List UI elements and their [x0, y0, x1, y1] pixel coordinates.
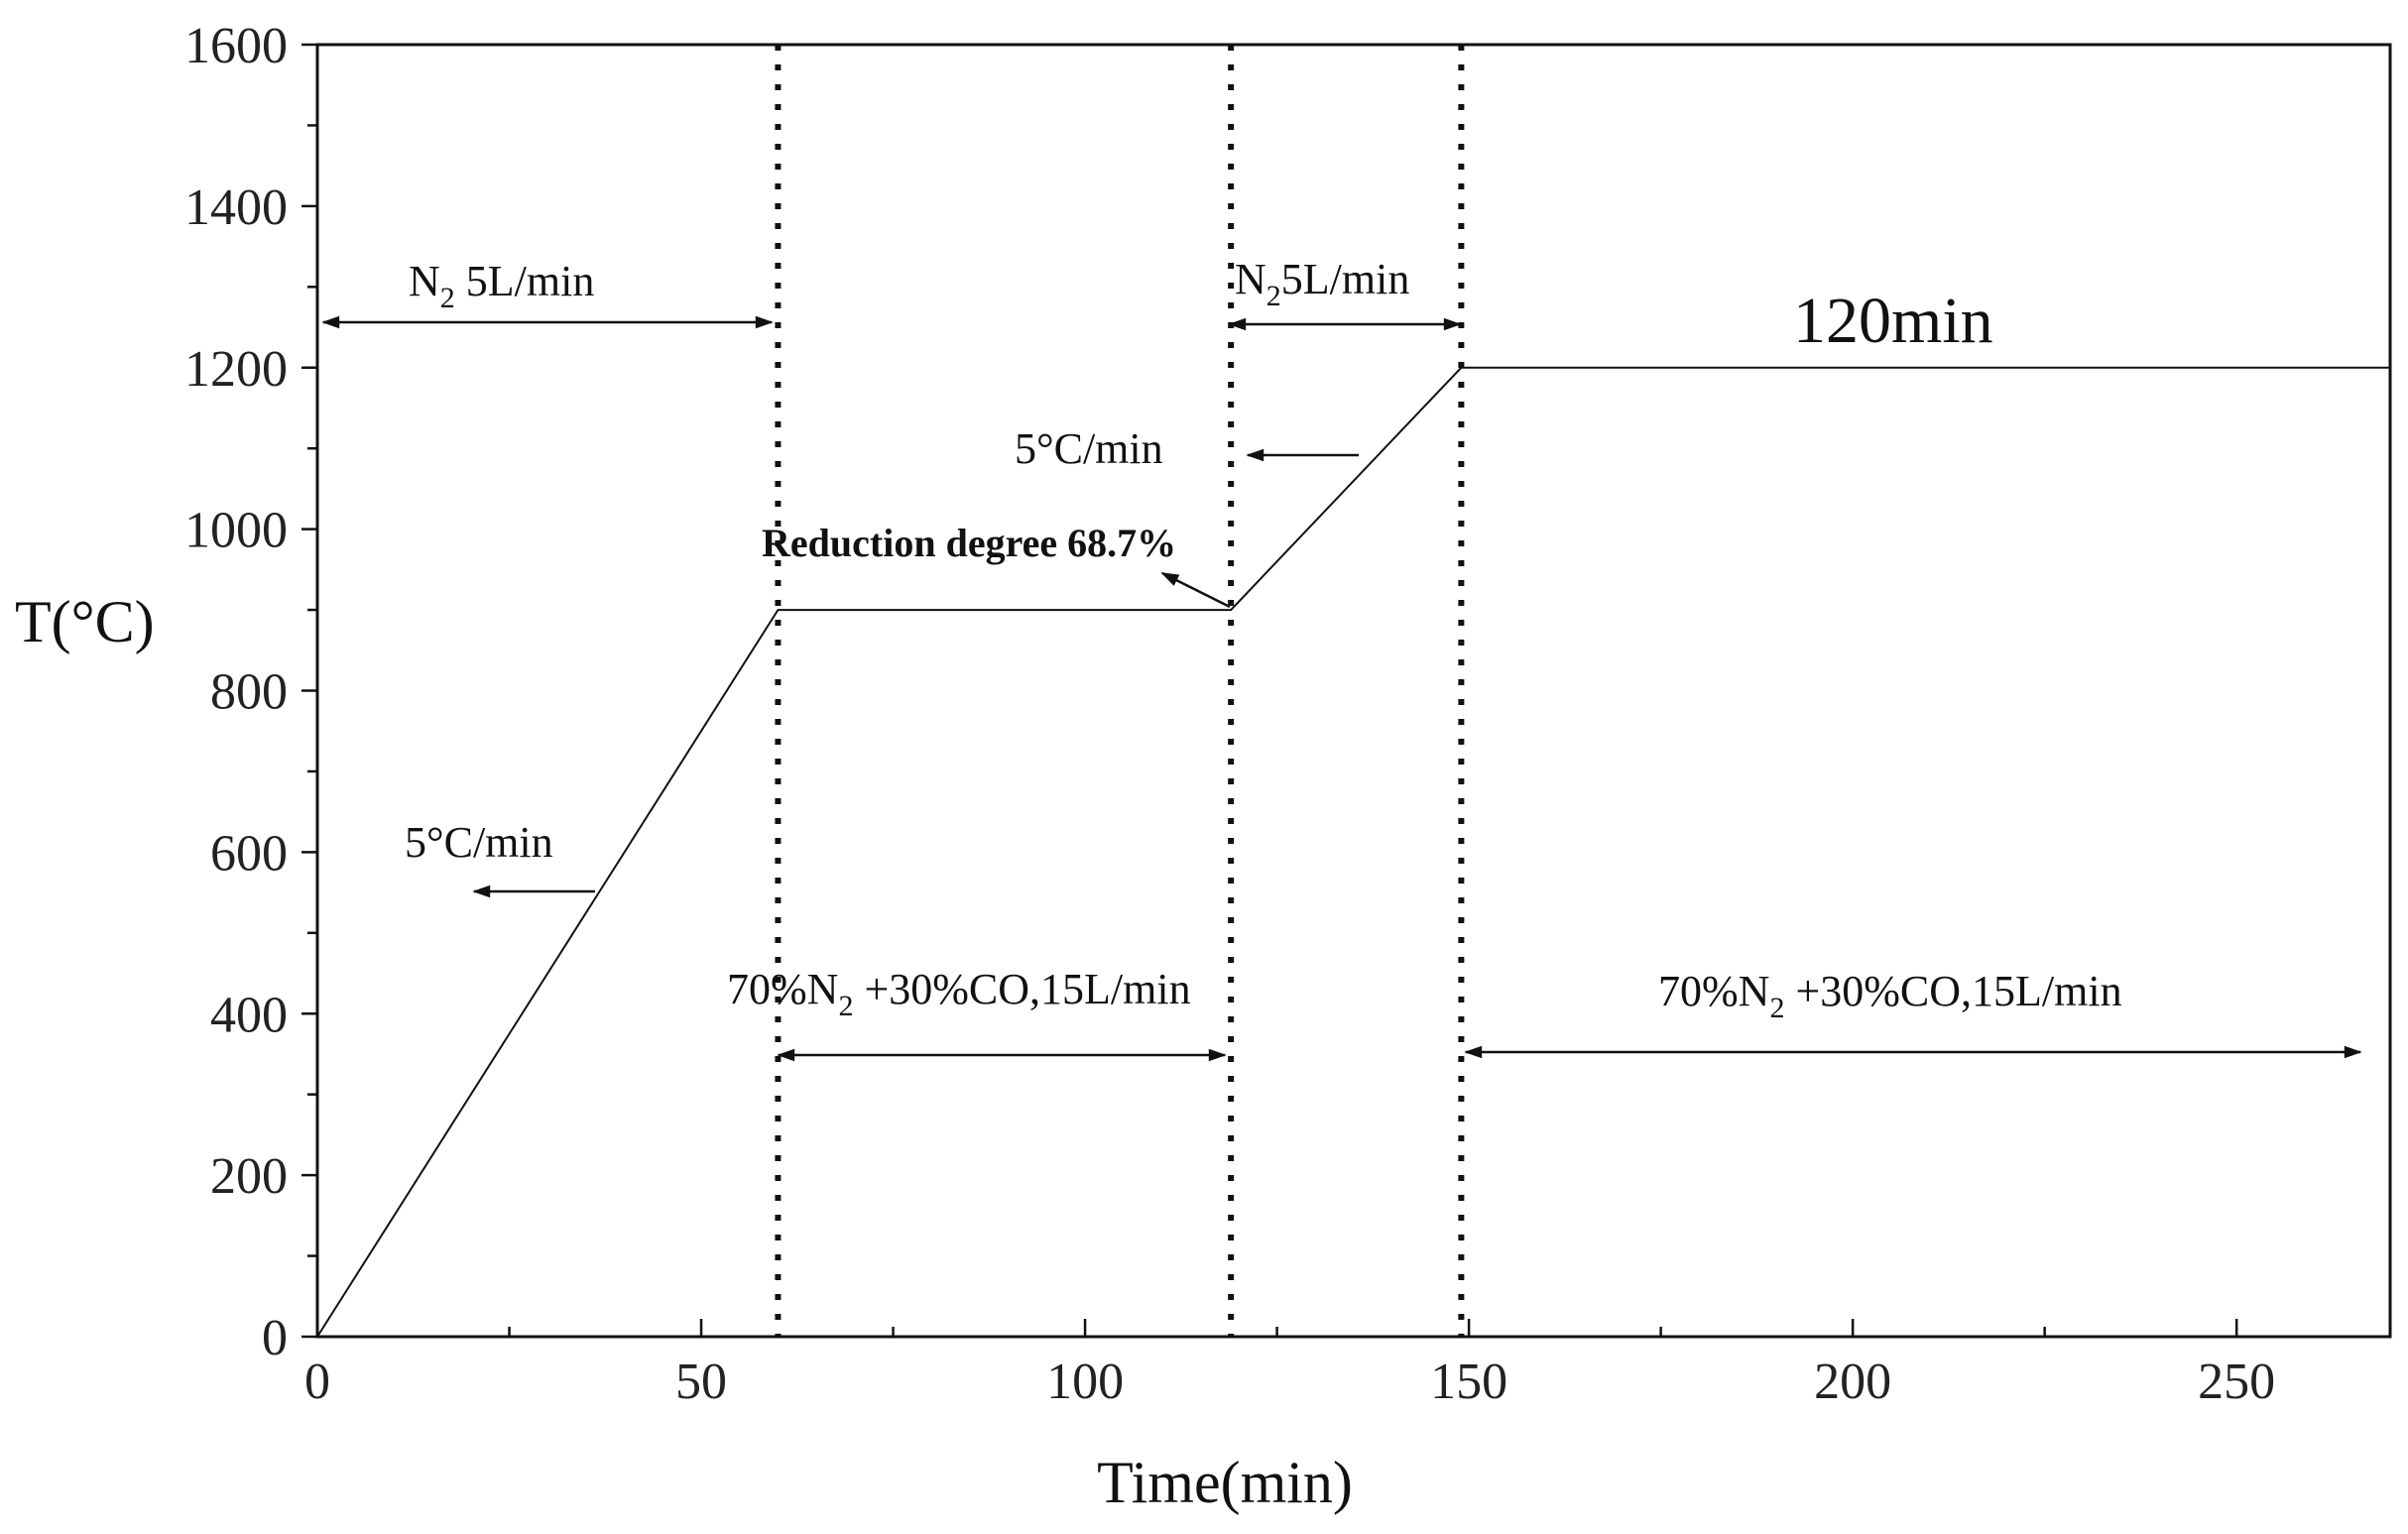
phase-dividers: [775, 45, 1465, 1337]
y-tick-label: 400: [210, 987, 288, 1043]
reduction-arrow: [1160, 571, 1231, 609]
series-line: [316, 366, 2390, 1338]
x-tick-label: 250: [2198, 1354, 2275, 1410]
gas-second-label: 70%N2 +30%CO,15L/min: [1658, 967, 2122, 1024]
y-tick-label: 0: [262, 1310, 288, 1366]
x-tick-label: 50: [675, 1354, 727, 1410]
rate-first-label: 5°C/min: [405, 818, 553, 867]
x-tick-label: 150: [1430, 1354, 1507, 1410]
x-tick-label: 100: [1046, 1354, 1124, 1410]
gas-first-label: 70%N2 +30%CO,15L/min: [727, 965, 1191, 1022]
x-tick-label: 200: [1814, 1354, 1891, 1410]
y-tick-label: 1200: [184, 341, 288, 398]
x-tick-label: 0: [304, 1354, 330, 1410]
y-tick-label: 1600: [184, 18, 288, 74]
y-tick-label: 1000: [184, 503, 288, 559]
hold-label: 120min: [1793, 285, 1993, 357]
x-axis-ticks: 0 50 100 150 200 250: [304, 1319, 2275, 1410]
y-tick-label: 600: [210, 825, 288, 882]
reduction-label: Reduction degree 68.7%: [762, 521, 1176, 565]
rate-second-label: 5°C/min: [1015, 424, 1163, 473]
plot-frame: [315, 43, 2392, 1339]
y-tick-label: 1400: [184, 179, 288, 236]
series-group: [316, 366, 2391, 1338]
y-axis-label: T(°C): [15, 589, 155, 654]
n2-second-label: N25L/min: [1235, 255, 1409, 312]
y-tick-label: 200: [210, 1148, 288, 1205]
x-axis-label: Time(min): [1097, 1450, 1353, 1515]
n2-first-label: N2 5L/min: [409, 257, 594, 314]
y-axis-ticks: 0 200 400 600 800 1000 1200 1400 1600: [184, 18, 317, 1366]
y-tick-label: 800: [210, 664, 288, 721]
